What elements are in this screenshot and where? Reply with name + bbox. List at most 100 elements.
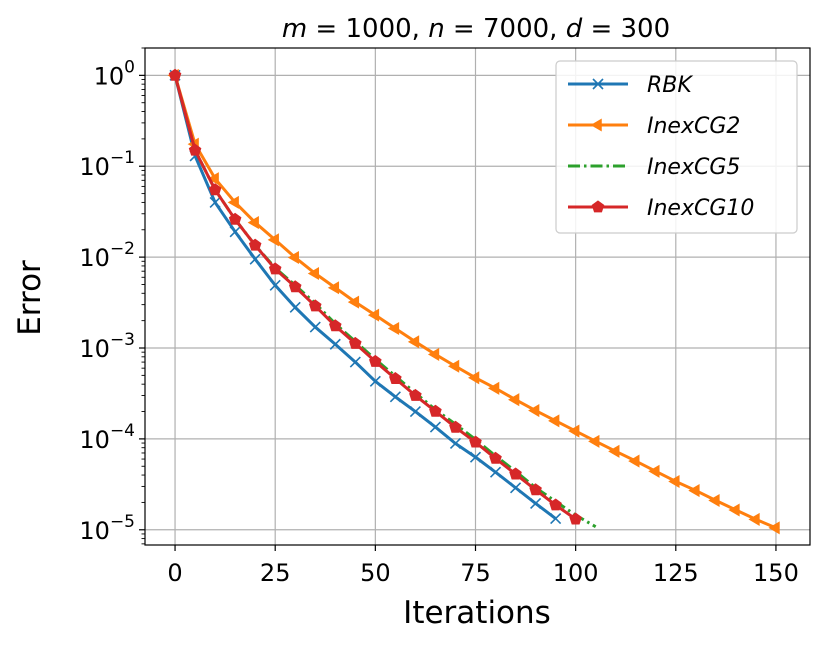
data-point <box>548 414 560 428</box>
data-point <box>429 421 442 433</box>
data-point <box>287 251 299 265</box>
data-point <box>389 391 401 403</box>
x-tick-label: 50 <box>360 559 391 587</box>
data-point <box>249 253 261 265</box>
data-point <box>188 143 202 156</box>
data-point <box>668 474 680 488</box>
data-point <box>288 280 302 293</box>
y-tick-exponent: 0 <box>124 57 135 77</box>
data-point <box>248 238 262 251</box>
x-tick-label: 75 <box>460 559 491 587</box>
series-inexcg10 <box>168 68 582 525</box>
y-tick-exponent: −5 <box>110 512 135 532</box>
y-tick-exponent: −3 <box>110 330 135 350</box>
y-tick-label: 10−3 <box>79 330 135 363</box>
data-point <box>588 434 600 448</box>
y-tick-base: 10 <box>79 517 110 545</box>
y-tick-base: 10 <box>79 426 110 454</box>
data-point <box>309 321 321 333</box>
data-point <box>469 451 482 463</box>
data-point <box>349 336 362 349</box>
data-point <box>268 262 282 275</box>
legend: RBK InexCG2 InexCG5 InexCG10 <box>555 60 798 234</box>
legend-label: InexCG2 <box>647 114 740 139</box>
series-layer <box>167 68 780 535</box>
data-point <box>688 484 700 498</box>
legend-entry: InexCG5 <box>568 155 740 180</box>
y-tick-base: 10 <box>79 153 110 181</box>
data-point <box>529 483 542 496</box>
legend-box <box>555 60 798 234</box>
data-point <box>549 498 562 511</box>
data-point <box>328 319 342 332</box>
x-tick-label: 100 <box>553 559 599 587</box>
data-point <box>648 464 660 478</box>
legend-entry: RBK <box>568 73 693 98</box>
data-point <box>427 347 440 361</box>
data-point <box>528 404 540 418</box>
data-point <box>227 195 239 209</box>
y-tick-label: 10−1 <box>79 148 135 181</box>
data-point <box>369 375 381 387</box>
y-tick-exponent: −2 <box>110 239 135 259</box>
data-point <box>429 404 442 417</box>
series-line <box>173 74 557 520</box>
data-point <box>327 281 340 295</box>
data-point <box>269 279 281 291</box>
y-tick-label: 10−4 <box>79 421 135 454</box>
x-axis-label: Iterations <box>403 595 551 631</box>
data-point <box>407 335 420 349</box>
legend-entry: InexCG10 <box>568 196 754 221</box>
y-axis-label: Error <box>12 260 48 336</box>
data-point <box>628 454 640 468</box>
y-tick-label: 10−5 <box>79 512 135 545</box>
plot-frame <box>144 47 811 546</box>
data-point <box>469 435 482 448</box>
data-point <box>468 371 480 385</box>
y-tick-base: 10 <box>94 62 125 90</box>
data-point <box>229 226 241 238</box>
data-point <box>449 437 462 450</box>
x-tick-label: 0 <box>167 559 182 587</box>
data-point <box>208 183 222 196</box>
chart-title: m = 1000, n = 7000, d = 300 <box>282 14 670 44</box>
data-point <box>308 299 322 312</box>
data-point <box>289 301 301 313</box>
data-point <box>509 482 522 494</box>
legend-marker <box>590 118 602 132</box>
data-point <box>409 405 421 418</box>
data-point <box>768 521 780 535</box>
legend-marker <box>591 200 605 213</box>
data-point <box>209 196 221 208</box>
series-inexcg5 <box>173 74 597 529</box>
data-point <box>728 503 740 517</box>
series-line <box>173 74 597 529</box>
data-point <box>608 444 620 458</box>
data-point <box>267 233 279 247</box>
data-point <box>228 212 242 225</box>
legend-marker <box>592 78 604 90</box>
data-point <box>748 512 760 526</box>
data-point <box>708 493 720 508</box>
data-point <box>449 420 462 433</box>
data-point <box>447 359 460 373</box>
x-tick-label: 25 <box>260 559 291 587</box>
data-point <box>488 381 500 395</box>
data-point <box>509 467 522 480</box>
series-rbk <box>169 69 562 525</box>
data-point <box>550 512 562 525</box>
y-tick-label: 10−2 <box>79 239 135 272</box>
data-point <box>307 267 320 281</box>
y-tick-exponent: −1 <box>110 148 135 168</box>
data-point <box>530 497 542 509</box>
y-tick-base: 10 <box>79 335 110 363</box>
y-tick-base: 10 <box>79 244 110 272</box>
legend-label: InexCG10 <box>647 196 754 221</box>
data-point <box>349 356 361 368</box>
data-point <box>387 321 400 336</box>
legend-label: RBK <box>647 73 693 98</box>
x-tick-label: 150 <box>753 559 799 587</box>
data-point <box>347 295 360 309</box>
y-tick-exponent: −4 <box>110 421 135 441</box>
